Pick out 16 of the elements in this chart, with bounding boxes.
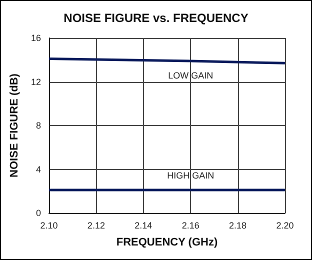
x-tick-label: 2.14: [134, 220, 152, 230]
x-tick-label: 2.20: [276, 220, 294, 230]
y-tick-label: 4: [36, 164, 41, 174]
x-tick-label: 2.12: [87, 220, 105, 230]
y-tick-label: 0: [36, 208, 41, 218]
x-axis-title: FREQUENCY (GHz): [116, 236, 218, 248]
y-tick-label: 8: [36, 120, 41, 130]
y-axis-title: NOISE FIGURE (dB): [8, 73, 21, 178]
x-tick-label: 2.18: [229, 220, 247, 230]
y-tick-label: 16: [30, 33, 41, 43]
series-label: LOW GAIN: [168, 70, 214, 80]
series-label: HIGH GAIN: [167, 170, 214, 181]
x-tick-label: 2.16: [182, 220, 200, 230]
x-tick-label: 2.10: [40, 220, 58, 230]
chart-title: NOISE FIGURE vs. FREQUENCY: [64, 11, 248, 25]
y-tick-label: 12: [30, 76, 41, 87]
